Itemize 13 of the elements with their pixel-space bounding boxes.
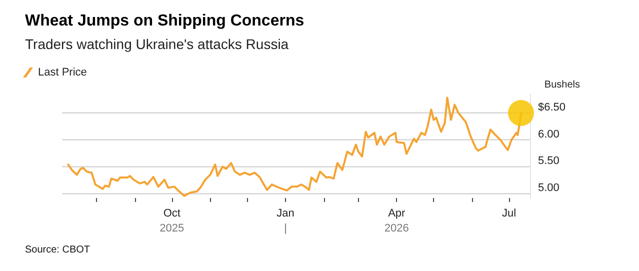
y-tick-label: 6.00 [538,128,560,140]
x-tick-label: Apr 2026 [384,208,409,234]
x-tick-label: Oct 2025 [160,208,184,234]
y-tick-label: 5.50 [538,155,560,168]
y-axis-title: Bushels [544,80,580,90]
x-tick-label: Jul [502,208,516,220]
source-note: Source: CBOT [25,244,90,256]
chart-subtitle: Traders watching Ukraine's attacks Russia [25,36,289,52]
x-tick-label: Jan | [276,208,294,234]
chart-title: Wheat Jumps on Shipping Concerns [25,12,304,30]
legend-label: Last Price [38,66,87,78]
y-tick-label: 5.00 [538,182,560,194]
y-tick-label: $6.50 [538,101,566,114]
